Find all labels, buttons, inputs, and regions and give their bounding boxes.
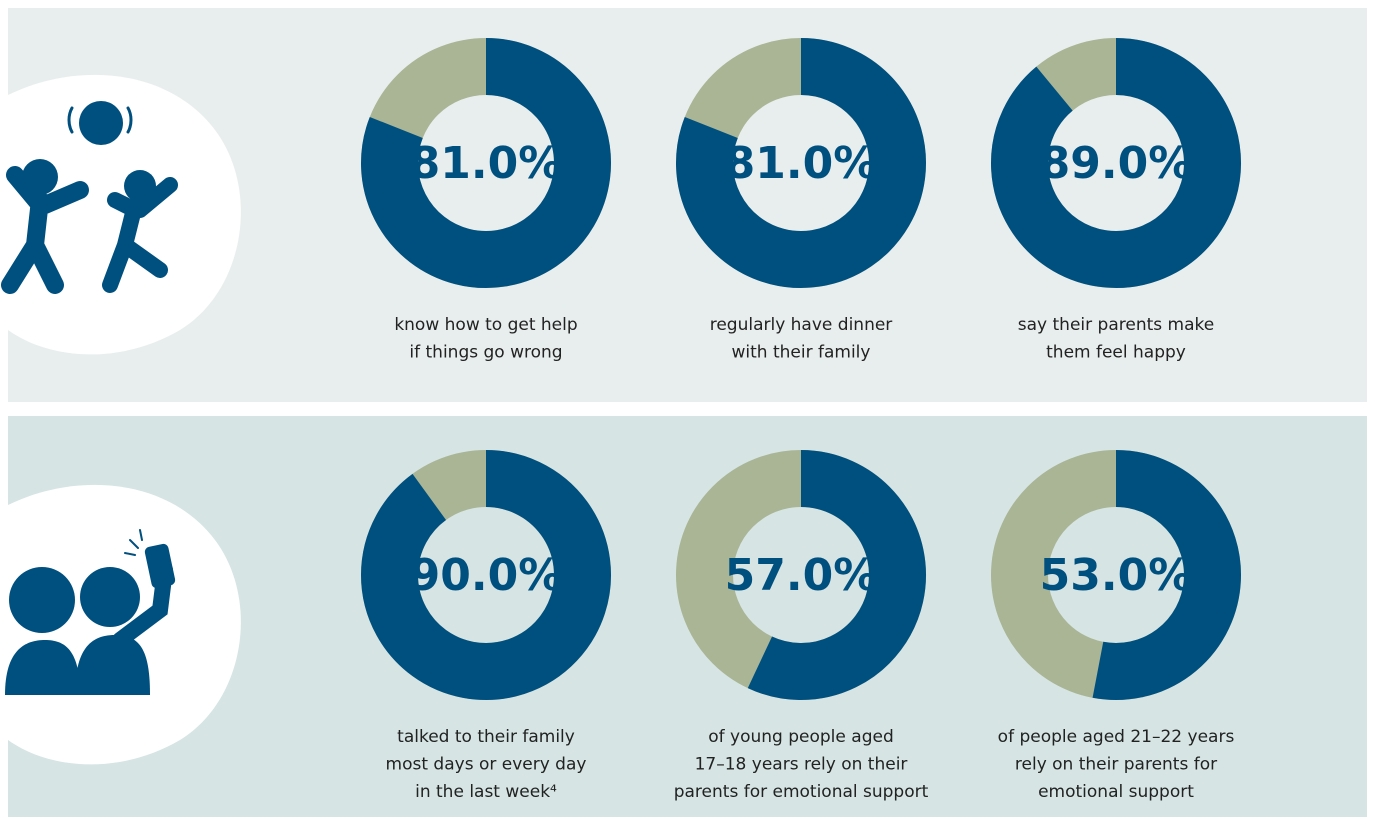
value-label: 81.0% — [410, 138, 563, 189]
donut-arc — [991, 38, 1241, 288]
caption: if things go wrong — [409, 343, 562, 363]
caption: say their parents make — [1018, 315, 1214, 335]
icon-selfie — [5, 529, 176, 695]
value-label: 57.0% — [725, 550, 878, 601]
value-label: 81.0% — [725, 138, 878, 189]
donut-arc — [676, 38, 926, 288]
caption: with their family — [732, 343, 871, 363]
caption: them feel happy — [1046, 343, 1186, 363]
caption: 17–18 years rely on their — [695, 755, 908, 775]
caption: of young people aged — [708, 727, 893, 747]
value-label: 89.0% — [1040, 138, 1193, 189]
value-label: 90.0% — [410, 550, 563, 601]
donut-arc — [747, 450, 926, 700]
caption: parents for emotional support — [674, 782, 929, 802]
value-label: 53.0% — [1040, 550, 1193, 601]
donut-arc — [1092, 450, 1241, 700]
caption: emotional support — [1038, 782, 1194, 802]
caption: of people aged 21–22 years — [998, 727, 1235, 747]
caption: know how to get help — [394, 315, 577, 335]
caption: rely on their parents for — [1015, 755, 1217, 775]
caption: in the last week⁴ — [415, 782, 557, 802]
caption: most days or every day — [386, 755, 587, 775]
donut-arc — [361, 450, 611, 700]
icon-play — [1, 101, 178, 294]
donut-arc — [361, 38, 611, 288]
caption: regularly have dinner — [710, 315, 893, 335]
caption: talked to their family — [397, 727, 575, 747]
